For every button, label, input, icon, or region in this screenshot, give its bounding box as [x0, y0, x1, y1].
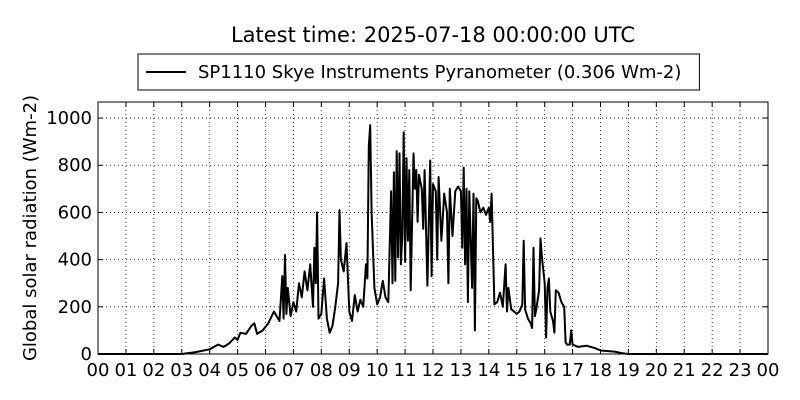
x-tick-label: 05	[226, 360, 249, 381]
plot-frame	[97, 101, 769, 355]
x-tick-label: 06	[254, 360, 277, 381]
legend-box	[137, 53, 700, 91]
y-tick-label: 600	[58, 202, 92, 223]
x-tick-label: 17	[561, 360, 584, 381]
y-axis-label: Global solar radiation (Wm-2)	[20, 95, 41, 361]
x-tick-label: 11	[394, 360, 417, 381]
y-tick-label: 400	[58, 250, 92, 271]
x-tick-label: 02	[142, 360, 165, 381]
x-tick-label: 21	[673, 360, 696, 381]
x-tick-label: 16	[533, 360, 556, 381]
x-tick-label: 10	[366, 360, 389, 381]
x-tick-label: 23	[729, 360, 752, 381]
x-tick-label: 01	[114, 360, 137, 381]
x-tick-label: 13	[449, 360, 472, 381]
x-tick-label: 09	[338, 360, 361, 381]
data-line	[98, 124, 768, 355]
y-tick-label: 800	[58, 155, 92, 176]
y-tick-label: 200	[58, 297, 92, 318]
x-tick-label: 04	[198, 360, 221, 381]
x-tick-label: 22	[701, 360, 724, 381]
legend: SP1110 Skye Instruments Pyranometer (0.3…	[137, 53, 700, 91]
x-tick-label: 18	[589, 360, 612, 381]
chart-title: Latest time: 2025-07-18 00:00:00 UTC	[231, 23, 635, 47]
y-tick-label: 0	[81, 344, 92, 365]
x-tick-label: 20	[645, 360, 668, 381]
x-tick-label: 03	[170, 360, 193, 381]
legend-label: SP1110 Skye Instruments Pyranometer (0.3…	[198, 62, 681, 83]
x-tick-label: 14	[477, 360, 500, 381]
x-tick-label: 19	[617, 360, 640, 381]
x-tick-label: 07	[282, 360, 305, 381]
y-tick-label: 1000	[46, 108, 92, 129]
x-tick-label: 00	[87, 360, 110, 381]
x-tick-label: 00	[757, 360, 780, 381]
x-tick-label: 15	[505, 360, 528, 381]
x-tick-label: 08	[310, 360, 333, 381]
x-tick-label: 12	[422, 360, 445, 381]
